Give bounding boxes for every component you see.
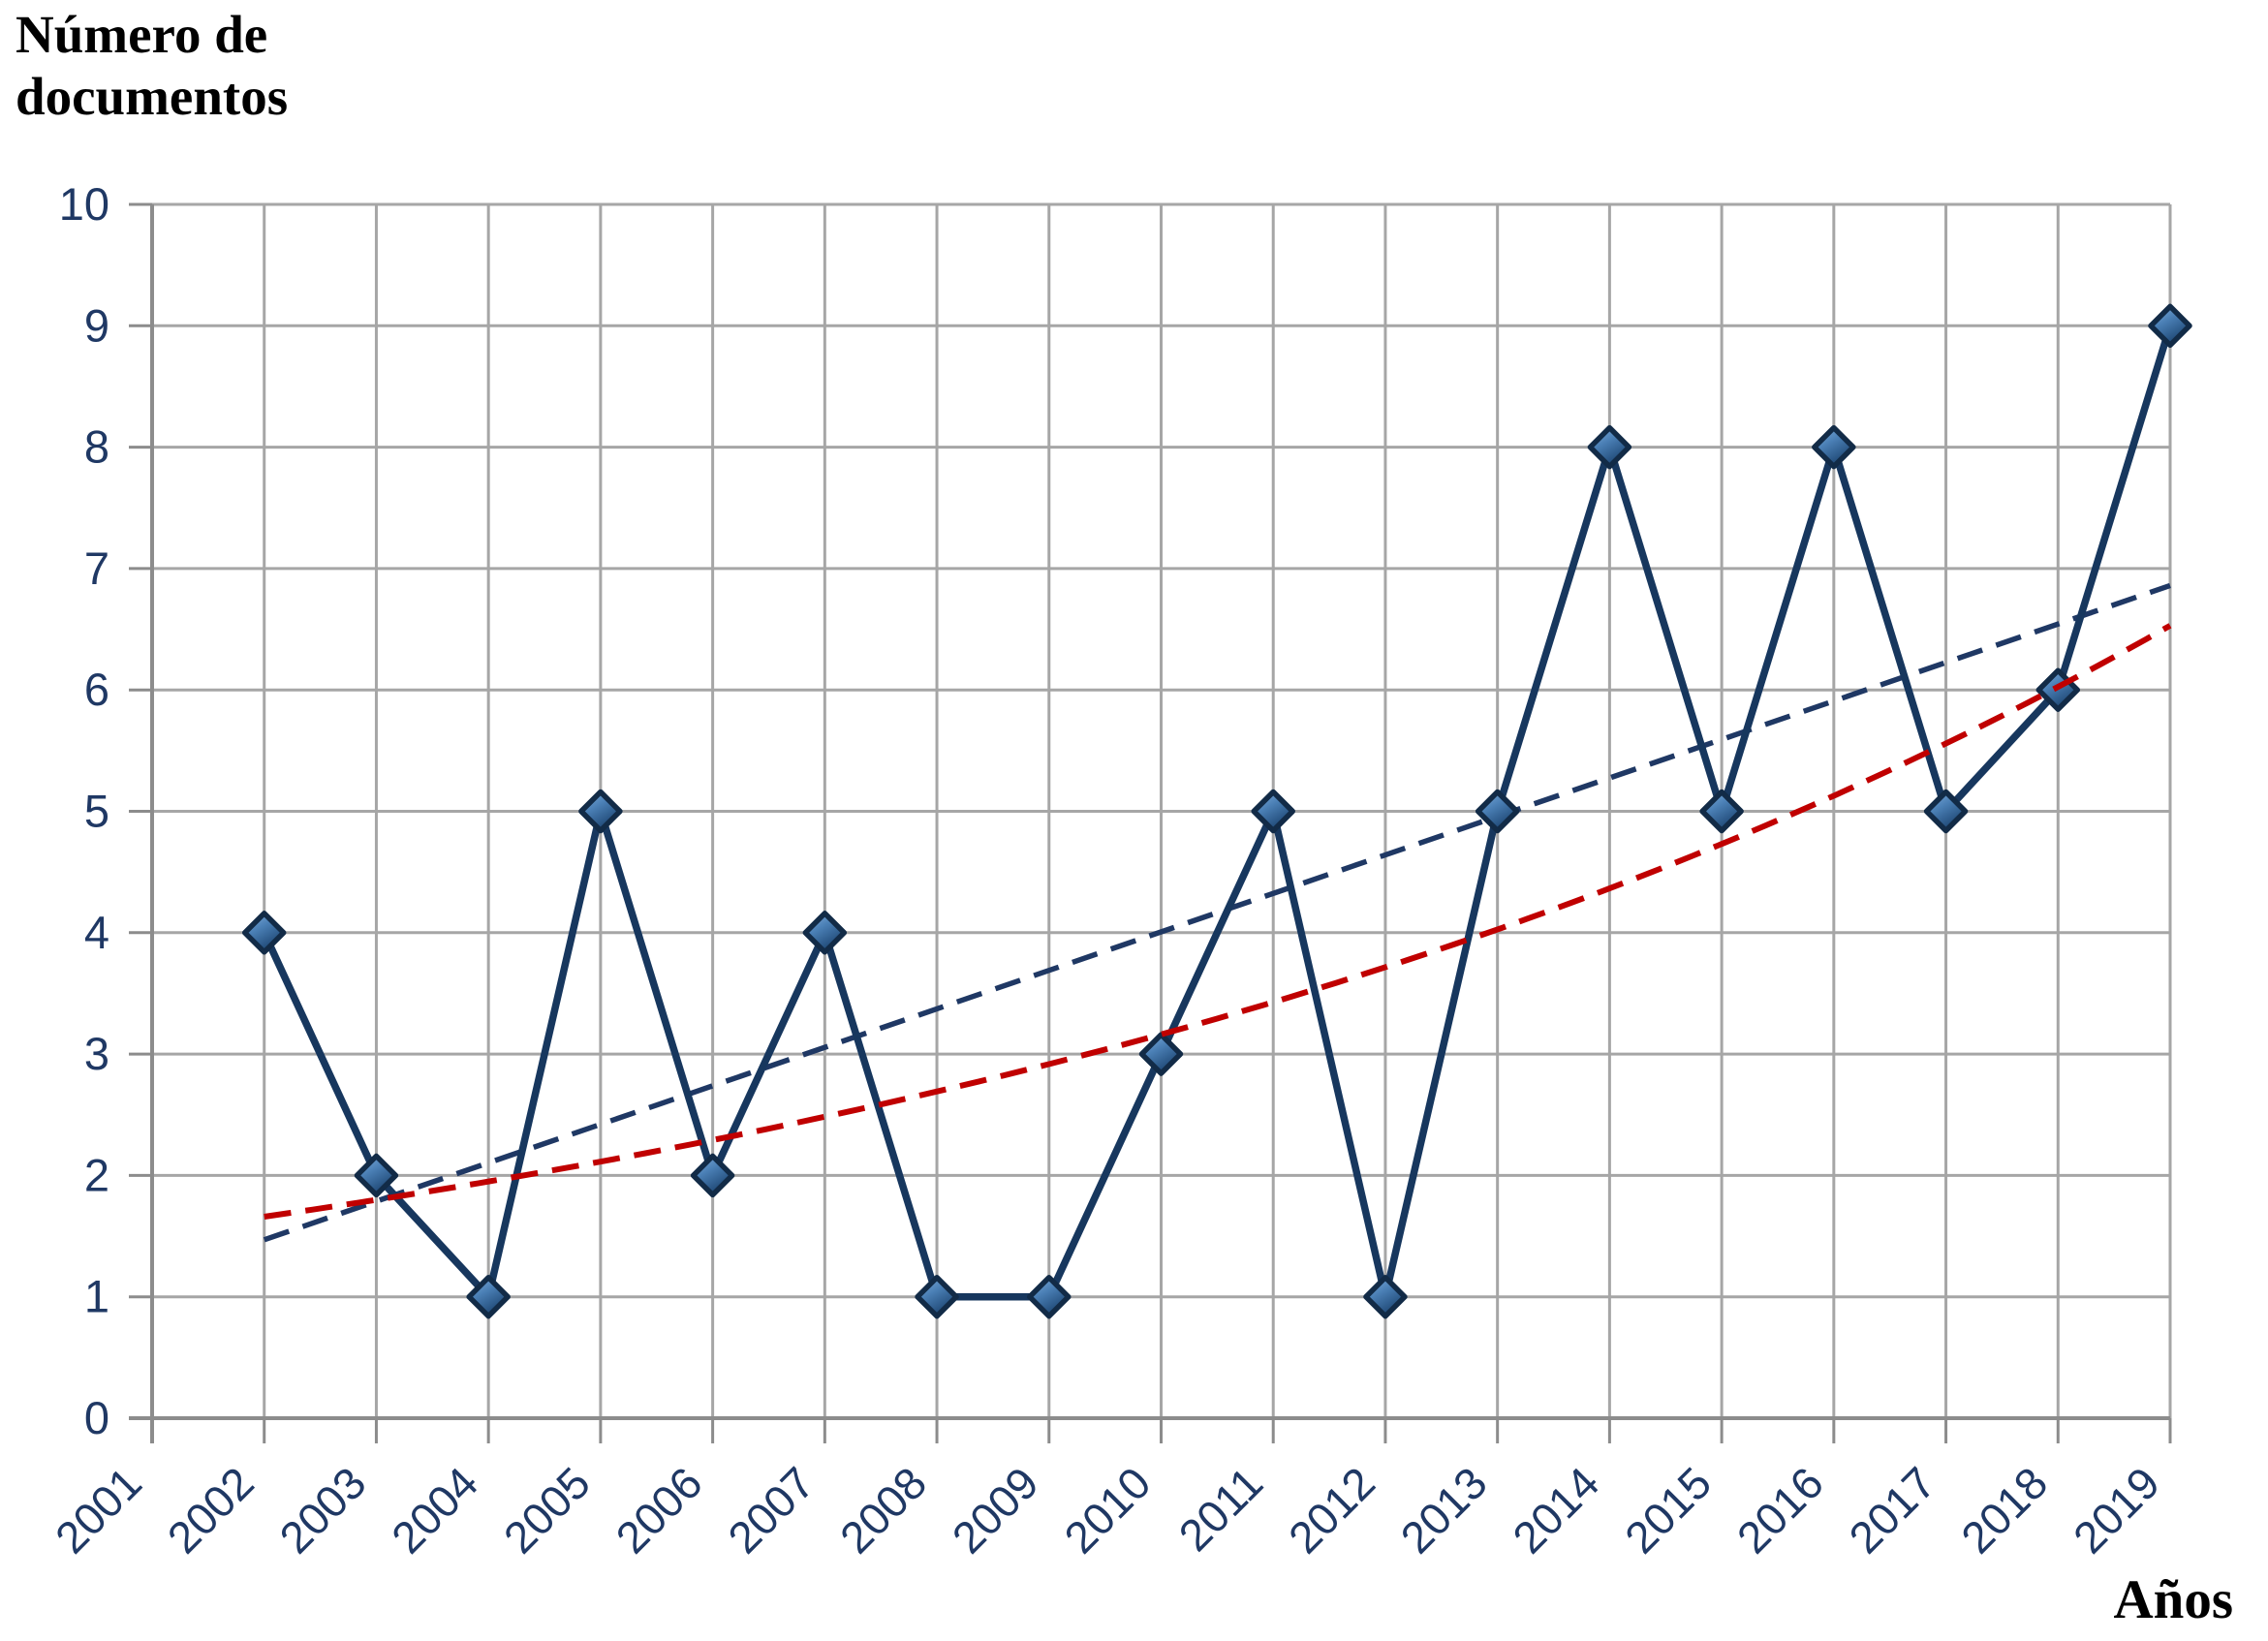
- x-tick-label: 2002: [158, 1457, 264, 1563]
- x-tick-label: 2016: [1727, 1457, 1833, 1563]
- x-tick-label: 2001: [46, 1457, 151, 1563]
- y-tick-label: 9: [84, 299, 109, 351]
- y-axis-title: Número de documentos: [16, 4, 288, 129]
- x-tick-label: 2013: [1391, 1457, 1497, 1563]
- data-point-2014: [1587, 424, 1632, 470]
- data-point-2012: [1363, 1274, 1408, 1319]
- tick-labels: 0 1 2 3 4 5 6 7 8 9 10 2001 2002 2003 2004 2005 2006 2007…: [46, 178, 2169, 1563]
- x-tick-label: 2006: [606, 1457, 712, 1563]
- x-tick-label: 2008: [830, 1457, 936, 1563]
- x-tick-label: 2011: [1169, 1457, 1273, 1561]
- data-series-line: [260, 322, 2174, 1301]
- x-tick-label: 2012: [1279, 1457, 1384, 1563]
- y-tick-label: 8: [84, 421, 109, 473]
- x-tick-label: 2015: [1615, 1457, 1721, 1563]
- y-tick-label: 2: [84, 1149, 109, 1200]
- data-point-2009: [1027, 1274, 1072, 1319]
- data-point-2010: [1138, 1032, 1184, 1076]
- data-point-2005: [578, 789, 623, 834]
- gridlines: [152, 202, 2172, 1418]
- data-point-2008: [915, 1274, 959, 1319]
- y-tick-label: 6: [84, 664, 109, 715]
- data-point-2006: [690, 1153, 735, 1198]
- x-tick-label: 2018: [1951, 1457, 2057, 1563]
- x-tick-label: 2010: [1054, 1457, 1160, 1563]
- data-point-2004: [466, 1274, 511, 1319]
- data-point-2017: [1923, 789, 1969, 834]
- data-point-2019: [2148, 303, 2192, 349]
- axes: [129, 202, 2172, 1443]
- x-tick-label: 2014: [1503, 1457, 1608, 1563]
- y-tick-label: 7: [84, 542, 109, 594]
- x-tick-label: 2003: [269, 1457, 375, 1563]
- data-point-2007: [802, 911, 848, 955]
- x-axis-title: Años: [2113, 1569, 2233, 1630]
- data-point-2011: [1251, 789, 1295, 834]
- y-tick-label: 4: [84, 907, 109, 958]
- y-axis-title-line1: Número de: [16, 5, 268, 64]
- y-tick-label: 10: [59, 178, 109, 230]
- x-tick-label: 2007: [718, 1457, 823, 1563]
- x-tick-label: 2009: [943, 1457, 1048, 1563]
- y-tick-label: 5: [84, 786, 109, 837]
- exponential-trendline: [264, 623, 2172, 1220]
- x-tick-label: 2005: [494, 1457, 600, 1563]
- y-tick-label: 3: [84, 1028, 109, 1079]
- y-tick-label: 0: [84, 1392, 109, 1443]
- x-tick-label: 2004: [382, 1457, 487, 1563]
- data-point-2002: [241, 911, 287, 955]
- x-tick-label: 2019: [2064, 1457, 2169, 1563]
- data-point-2016: [1812, 424, 1856, 470]
- x-tick-label: 2017: [1839, 1457, 1944, 1563]
- data-point-2013: [1475, 789, 1520, 834]
- data-point-2015: [1699, 789, 1744, 834]
- y-tick-label: 1: [84, 1271, 109, 1322]
- data-point-2003: [354, 1153, 399, 1198]
- linear-trendline: [263, 582, 2171, 1243]
- y-axis-title-line2: documentos: [16, 67, 289, 127]
